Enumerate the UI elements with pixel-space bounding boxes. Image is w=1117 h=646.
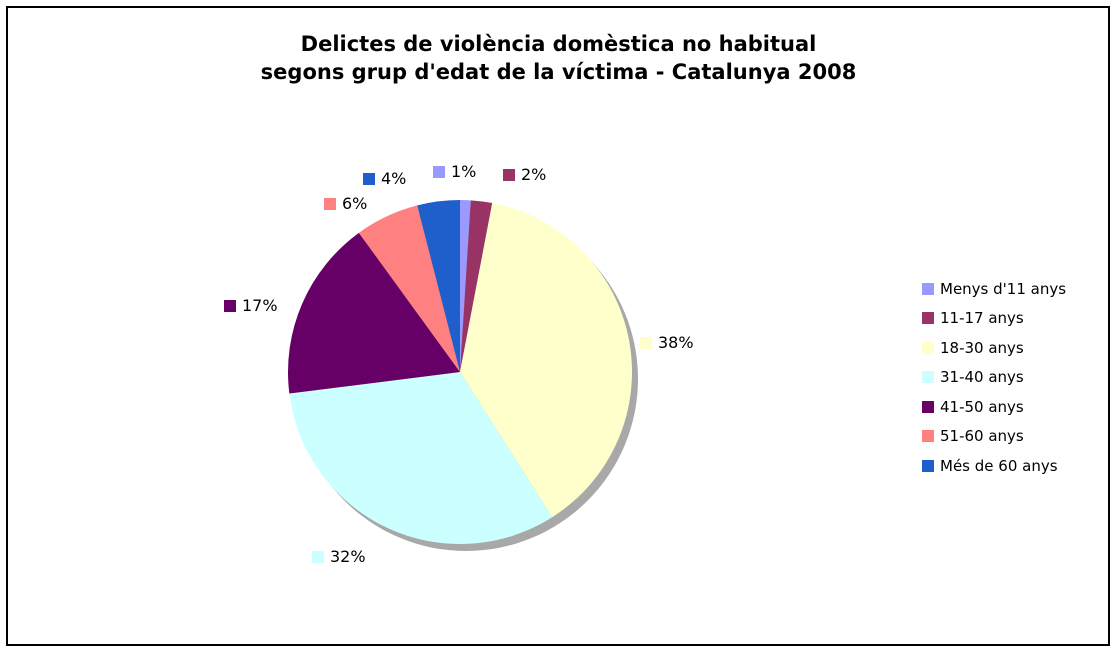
pie-slice <box>417 200 460 372</box>
legend-swatch <box>922 341 934 354</box>
chart-title: Delictes de violència domèstica no habit… <box>0 30 1117 86</box>
chart-title-line-1: Delictes de violència domèstica no habit… <box>300 32 817 56</box>
pie-slice <box>358 205 460 372</box>
slice-label: 32% <box>312 547 366 566</box>
chart-title-line-2: segons grup d'edat de la víctima - Catal… <box>260 60 857 84</box>
pie-slice <box>460 200 471 372</box>
pie-slice <box>288 232 460 394</box>
slice-label-swatch <box>312 550 324 563</box>
legend-swatch <box>922 282 934 295</box>
legend-swatch <box>922 430 934 443</box>
slice-label-swatch <box>363 172 375 185</box>
pie-slice <box>289 372 553 544</box>
legend-swatch <box>922 400 934 413</box>
slice-label-swatch <box>640 336 652 349</box>
slice-label-swatch <box>324 197 336 210</box>
legend-item: 41-50 anys <box>922 392 1066 422</box>
legend: Menys d'11 anys 11-17 anys 18-30 anys 31… <box>922 274 1066 481</box>
slice-label-text: 38% <box>658 333 694 352</box>
slice-label: 6% <box>324 194 367 213</box>
legend-item: 11-17 anys <box>922 304 1066 334</box>
legend-label: 18-30 anys <box>940 338 1024 357</box>
legend-item: 51-60 anys <box>922 422 1066 452</box>
legend-label: Menys d'11 anys <box>940 279 1067 298</box>
pie-slice <box>460 200 493 372</box>
slice-label: 17% <box>224 296 278 315</box>
slice-label: 2% <box>503 165 546 184</box>
legend-item: Més de 60 anys <box>922 451 1066 481</box>
slice-label-text: 6% <box>342 194 368 213</box>
legend-label: 41-50 anys <box>940 397 1024 416</box>
slice-label-text: 32% <box>330 547 366 566</box>
slice-label-swatch <box>433 165 445 178</box>
pie-slice <box>460 203 633 518</box>
legend-swatch <box>922 371 934 384</box>
slice-label-text: 2% <box>521 165 547 184</box>
legend-swatch <box>922 312 934 325</box>
legend-label: Més de 60 anys <box>940 456 1058 475</box>
slice-label: 38% <box>640 333 694 352</box>
slice-label-text: 17% <box>242 296 278 315</box>
legend-label: 31-40 anys <box>940 368 1024 387</box>
slice-label-text: 4% <box>381 169 407 188</box>
slice-label-text: 1% <box>451 162 477 181</box>
slice-label: 1% <box>433 162 476 181</box>
legend-item: Menys d'11 anys <box>922 274 1066 304</box>
legend-label: 51-60 anys <box>940 427 1024 446</box>
slice-label-swatch <box>503 168 515 181</box>
legend-item: 18-30 anys <box>922 333 1066 363</box>
slice-label-swatch <box>224 299 236 312</box>
legend-label: 11-17 anys <box>940 309 1024 328</box>
slice-label: 4% <box>363 169 406 188</box>
legend-swatch <box>922 459 934 472</box>
pie-chart <box>288 200 638 551</box>
legend-item: 31-40 anys <box>922 363 1066 393</box>
